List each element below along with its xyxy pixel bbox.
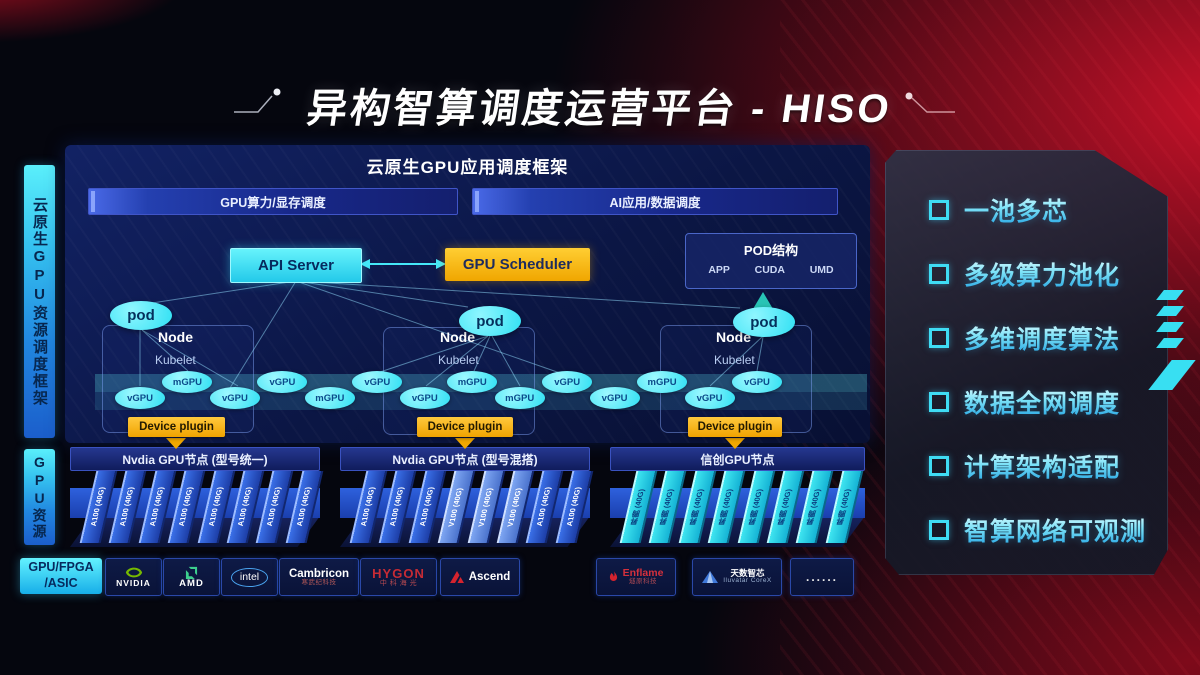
kubelet-label-2: Kubelet [438, 353, 479, 367]
kubelet-label-1: Kubelet [155, 353, 196, 367]
iluvatar-triangle-icon [702, 570, 719, 583]
gpu-ellipse-vgpu: vGPU [399, 387, 450, 409]
gpu-scheduler-box: GPU Scheduler [445, 248, 590, 281]
gpu-ellipse-vgpu: vGPU [684, 387, 735, 409]
amd-arrow-icon [185, 566, 198, 579]
sidebar-label-gpu-resource: GPU资源 [24, 449, 55, 545]
feature-text: 计算架构适配 [964, 448, 1120, 484]
gpu-ellipse-vgpu: vGPU [257, 371, 308, 393]
gpu-ellipse-vgpu: vGPU [352, 371, 403, 393]
feature-text: 数据全网调度 [964, 384, 1120, 420]
pod-structure-title: POD结构 [743, 243, 799, 258]
feature-text: 多级算力池化 [964, 256, 1120, 292]
device-plugin-3: Device plugin [688, 417, 782, 437]
gpu-ellipse-vgpu: vGPU [731, 371, 782, 393]
gpu-ellipse-vgpu: vGPU [542, 371, 593, 393]
pod-structure-box: POD结构 APP CUDA UMD [685, 233, 857, 289]
vendor-enflame: Enflame 燧原科技 [596, 558, 676, 596]
vendor-nvidia: NVIDIA [105, 558, 162, 596]
circuit-decoration-right [905, 92, 955, 113]
kubelet-label-3: Kubelet [714, 353, 755, 367]
gpu-group-uniform: Nvdia GPU节点 (型号统一) A100 (40G) A100 (40G) A… [70, 447, 324, 553]
gpu-ellipse-mgpu: mGPU [447, 371, 498, 393]
gpu-ellipse-mgpu: mGPU [304, 387, 355, 409]
square-bullet-icon [929, 455, 949, 476]
node-label-1: Node [158, 329, 193, 345]
gpu-ellipse-mgpu: mGPU [494, 387, 545, 409]
intel-oval-logo: intel [230, 567, 269, 587]
square-bullet-icon [929, 519, 949, 540]
square-bullet-icon [929, 263, 949, 284]
pod-structure-item-app: APP [708, 264, 730, 276]
gpu-card-row: 昇腾 (40G) 昇腾 (40G) 昇腾 (40G) 昇腾 (40G) 昇腾 (40G)… [619, 471, 865, 545]
gpu-card-row: A100 (40G) A100 (40G) A100 (40G) A100 (40G)… [79, 471, 324, 545]
vendor-amd: AMD [163, 558, 220, 596]
nvidia-eye-icon [125, 567, 142, 578]
feature-text: 多维调度算法 [964, 320, 1120, 356]
gpu-group-label-3: 信创GPU节点 [610, 447, 865, 471]
device-plugin-2: Device plugin [417, 417, 513, 437]
vendor-hygon: HYGON 中 科 海 光 [360, 558, 437, 596]
pod-structure-item-umd: UMD [809, 264, 834, 276]
device-plugin-1: Device plugin [128, 417, 225, 437]
gpu-card-row: A100 (40G) A100 (40G) A100 (40G) V100 (40G)… [349, 471, 594, 545]
ascend-logo-icon [449, 571, 464, 583]
page-title: 异构智算调度运营平台 - HISO [304, 87, 895, 131]
api-server-box: API Server [230, 248, 362, 283]
framework-title: 云原生GPU应用调度框架 [366, 158, 569, 177]
scheduler-bar-ai-app: AI应用/数据调度 [472, 188, 838, 215]
pod-ellipse-3: pod [733, 307, 795, 337]
vendor-iluvatar: 天数智芯 Iluvatar CoreX [692, 558, 782, 596]
scheduler-bar-gpu-compute: GPU算力/显存调度 [88, 188, 458, 215]
feature-item: 智算网络可观测 [929, 516, 1168, 546]
square-bullet-icon [929, 327, 949, 348]
feature-text: 智算网络可观测 [964, 512, 1146, 548]
pod-ellipse-1: pod [110, 301, 172, 330]
gpu-card: A100 (40G) [285, 471, 324, 543]
vendor-cambricon: Cambricon 寒武纪科技 [279, 558, 359, 596]
pod-ellipse-2: pod [459, 306, 521, 336]
vendor-label-gpu-fpga-asic: GPU/FPGA /ASIC [20, 558, 102, 594]
feature-item: 数据全网调度 [929, 388, 1168, 418]
gpu-card: 昇腾 (40G) [825, 471, 864, 543]
feature-item: 多级算力池化 [929, 260, 1168, 290]
vendor-intel: intel [221, 558, 278, 596]
gpu-ellipse-mgpu: mGPU [637, 371, 688, 393]
gpu-ellipse-vgpu: vGPU [589, 387, 640, 409]
feature-item: 计算架构适配 [929, 452, 1168, 482]
gpu-group-label-1: Nvdia GPU节点 (型号统一) [70, 447, 320, 471]
square-bullet-icon [929, 391, 949, 412]
gpu-ellipse-vgpu: vGPU [209, 387, 260, 409]
gpu-card: A100 (40G) [555, 471, 594, 543]
gpu-ellipse-vgpu: vGPU [115, 387, 165, 409]
gpu-group-label-2: Nvdia GPU节点 (型号混搭) [340, 447, 590, 471]
feature-panel: 一池多芯 多级算力池化 多维调度算法 数据全网调度 计算架构适配 智算网络可观测 [885, 150, 1168, 575]
circuit-decoration-left [234, 88, 281, 113]
vendor-more: ...... [790, 558, 854, 596]
feature-item: 一池多芯 [929, 196, 1168, 226]
square-bullet-icon [929, 199, 949, 220]
enflame-flame-icon [609, 570, 617, 582]
feature-list: 一池多芯 多级算力池化 多维调度算法 数据全网调度 计算架构适配 智算网络可观测 [885, 150, 1168, 546]
pod-structure-item-cuda: CUDA [754, 264, 785, 276]
feature-item: 多维调度算法 [929, 324, 1168, 354]
sidebar-label-cloud-native-gpu: 云原生GPU资源调度框架 [24, 165, 55, 438]
feature-text: 一池多芯 [964, 192, 1068, 228]
gpu-group-mixed: Nvdia GPU节点 (型号混搭) A100 (40G) A100 (40G) A… [340, 447, 594, 553]
gpu-group-xinchuang: 信创GPU节点 昇腾 (40G) 昇腾 (40G) 昇腾 (40G) 昇腾 (40G)… [610, 447, 865, 553]
vendor-ascend: Ascend [440, 558, 520, 596]
